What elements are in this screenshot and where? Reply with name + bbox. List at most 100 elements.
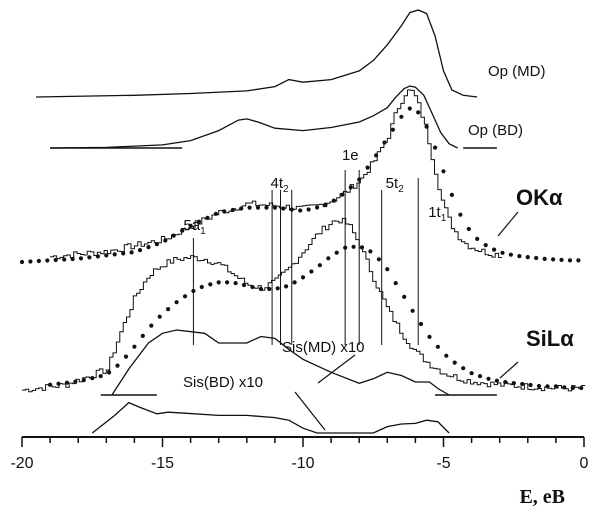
ok-exp-point [289,207,294,212]
label-sil-alpha: SiLα [526,326,574,351]
label-op-md: Op (MD) [488,63,546,80]
sil-exp-point [250,284,255,290]
ok-exp-point [137,248,143,253]
ok-exp-point [559,257,564,262]
ok-exp-point [298,208,303,213]
sil-exp-point [359,245,365,250]
sil-exp-point [334,250,339,255]
ok-exp-point [306,207,311,212]
sil-exp-point [132,344,137,349]
pointer-sis-md [317,354,356,384]
ok-exp-point [78,256,84,261]
sil-exp-point [275,286,280,291]
sil-exp-point [511,381,516,386]
sil-exp-point [477,374,483,379]
sil-exp-point [452,360,457,365]
sil-exp-point [149,323,154,328]
ok-exp-point [534,255,539,261]
sil-exp-point [174,300,179,305]
sil-exp-point [385,267,390,272]
ok-exp-point [255,205,261,210]
ok-exp-point [239,206,244,211]
ok-exp-point [171,233,176,238]
label-sis-md: Sis(MD) x10 [282,339,365,356]
ok-exp-point [281,206,286,211]
ok-exp-point [500,250,505,255]
x-tick-label: -20 [10,455,33,472]
sil-exp-point [435,344,440,349]
sil-exp-point [427,334,432,339]
ok-exp-point [382,140,387,145]
ok-exp-point [331,198,336,203]
sil-exp-point [326,256,331,261]
curve-sis-md [111,329,450,396]
sil-exp-point [81,378,86,383]
ok-exp-point [129,250,134,255]
x-tick-label: -15 [151,455,174,472]
ok-exp-point [424,124,429,129]
ok-exp-point [247,205,252,210]
pointer-sis-bd [294,391,326,431]
pointer-ok [497,211,519,237]
ok-exp-point [357,177,362,182]
sil-exp-point [562,385,567,390]
sil-exp-point [48,382,53,387]
sil-exp-point [166,307,171,312]
ok-exp-point [323,202,328,207]
x-axis-title: E, eB [519,486,565,508]
x-tick-label: -10 [291,455,314,472]
ok-exp-point [374,153,379,158]
sil-exp-point [208,282,213,287]
sil-exp-point [140,333,145,338]
sil-exp-point [56,381,61,386]
ok-exp-point [517,254,522,259]
ok-exp-point [272,205,277,210]
ok-exp-point [70,256,75,262]
ok-exp-point [551,257,556,262]
ok-exp-point [483,243,488,248]
x-tick-label: -5 [436,455,450,472]
sil-exp-point [216,280,221,285]
peak-label-1e: 1e [342,147,359,164]
label-op-bd: Op (BD) [468,122,523,139]
ok-exp-point [264,205,269,210]
sil-exp-point [309,269,314,274]
sil-exp-point [469,371,474,376]
sil-exp-point [267,286,272,292]
ok-exp-point [222,209,227,214]
ok-exp-point [508,252,513,257]
sil-exp-point [199,284,204,290]
ok-exp-point [163,238,168,243]
ok-exp-point [542,256,547,261]
sil-exp-point [444,353,449,358]
curve-sis-bd [91,401,450,434]
ok-exp-point [441,169,446,174]
ok-exp-point [154,242,159,247]
ok-exp-point [230,207,235,213]
label-ok-alpha: OKα [516,185,563,210]
sil-exp-point [461,366,466,371]
ok-exp-point [407,106,412,111]
curve-op-md [35,9,478,98]
sil-exp-point [90,376,95,381]
ok-exp-point [390,127,395,132]
ok-exp-point [53,257,58,263]
sil-exp-point [191,288,196,294]
sil-exp-point [410,308,415,313]
ok-exp-point [146,245,151,250]
ok-exp-point [112,252,117,257]
x-tick-label: 0 [580,455,589,472]
peak-label-5a: 5a1 [183,217,206,237]
ok-exp-point [466,226,471,232]
sil-exp-point [284,284,289,289]
pointer-sil [499,361,519,379]
ok-exp-point [567,258,573,263]
sil-exp-point [292,280,297,285]
ok-exp-point [213,211,218,216]
ok-exp-point [399,114,404,119]
sil-exp-point [225,280,230,285]
peak-label-1t: 1t1 [428,204,447,224]
sil-exp-point [241,282,247,288]
sil-exp-point [376,257,381,262]
ok-exp-point [449,192,454,197]
